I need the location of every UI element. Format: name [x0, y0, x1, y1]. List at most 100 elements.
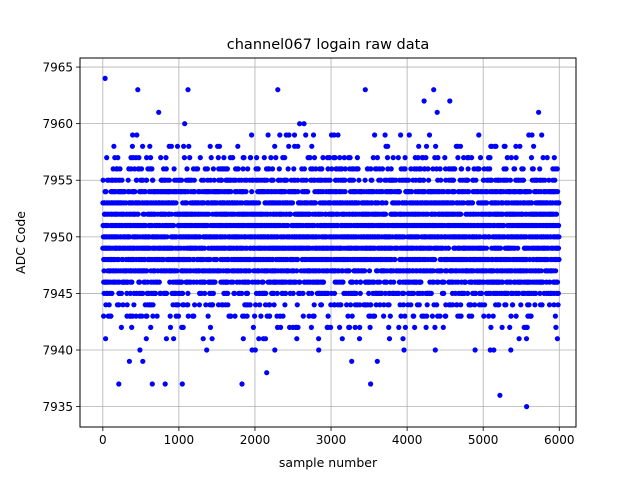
data-point: [150, 313, 156, 319]
data-point: [277, 132, 283, 138]
data-point: [175, 313, 182, 319]
x-tick-label: 6000: [544, 433, 575, 447]
data-point: [253, 302, 259, 308]
data-point: [362, 87, 368, 93]
data-point: [552, 313, 559, 319]
data-point: [385, 143, 391, 149]
y-tick-label: 7950: [42, 230, 73, 244]
data-point: [355, 166, 361, 172]
data-point: [140, 290, 146, 296]
data-point: [207, 256, 213, 263]
data-point: [416, 143, 422, 149]
data-point: [271, 302, 277, 308]
data-point: [204, 347, 210, 353]
data-point: [423, 155, 429, 161]
data-point: [353, 290, 359, 296]
data-point: [125, 177, 131, 183]
data-point: [544, 155, 550, 161]
data-point: [411, 313, 417, 319]
data-point: [290, 290, 296, 296]
data-point: [400, 336, 406, 342]
data-point: [423, 324, 429, 330]
data-point: [103, 336, 109, 342]
data-point: [465, 166, 471, 172]
data-point: [341, 155, 347, 161]
data-point: [196, 302, 202, 308]
data-point: [249, 132, 255, 138]
data-point: [197, 155, 203, 161]
data-point: [295, 256, 301, 263]
data-point: [469, 155, 475, 161]
data-point: [472, 302, 478, 308]
data-point: [553, 211, 560, 217]
data-point: [109, 290, 115, 296]
data-point: [228, 313, 234, 319]
data-point: [450, 177, 457, 183]
data-point: [291, 132, 298, 138]
data-point: [372, 313, 378, 319]
data-point: [139, 313, 145, 319]
data-point: [458, 302, 464, 308]
data-point: [100, 177, 106, 183]
data-point: [164, 290, 170, 296]
data-point: [179, 279, 185, 285]
data-point: [215, 155, 221, 161]
data-point: [526, 302, 532, 308]
data-point: [362, 177, 368, 183]
data-point: [126, 358, 132, 364]
data-point: [148, 155, 154, 161]
data-point: [211, 177, 217, 183]
data-point: [124, 302, 130, 308]
data-point: [371, 279, 377, 285]
data-point: [508, 155, 514, 161]
data-point: [138, 166, 145, 172]
data-point: [497, 392, 503, 398]
data-point: [230, 279, 236, 285]
data-point: [168, 211, 175, 217]
data-point: [556, 256, 562, 263]
data-point: [345, 313, 351, 319]
data-point: [261, 155, 267, 161]
y-tick-label: 7965: [42, 61, 73, 75]
data-point: [297, 279, 303, 285]
data-point: [192, 302, 198, 308]
data-point: [216, 143, 223, 149]
data-point: [184, 200, 190, 206]
data-point: [208, 155, 214, 161]
data-point: [438, 177, 444, 183]
data-point: [337, 155, 343, 161]
data-point: [309, 143, 315, 149]
data-point: [339, 336, 345, 342]
data-point: [133, 313, 139, 319]
x-tick-label: 4000: [392, 433, 423, 447]
data-point: [426, 177, 432, 183]
data-point: [101, 268, 107, 274]
data-point: [180, 290, 186, 296]
data-point: [458, 211, 464, 217]
data-point: [300, 313, 306, 319]
data-point: [276, 166, 282, 172]
data-point: [498, 245, 504, 251]
data-point: [352, 324, 358, 330]
data-point: [491, 347, 497, 353]
data-point: [171, 222, 177, 229]
data-point: [478, 290, 485, 296]
data-point: [554, 279, 561, 285]
data-point: [383, 211, 389, 217]
data-point: [269, 166, 276, 172]
data-point: [553, 324, 559, 330]
data-point: [239, 290, 245, 296]
data-point: [406, 177, 412, 183]
data-point: [458, 313, 464, 319]
data-point: [306, 313, 312, 319]
data-point: [267, 302, 273, 308]
data-point: [150, 177, 156, 183]
data-point: [366, 268, 373, 274]
data-point: [311, 155, 318, 161]
data-point: [344, 302, 350, 308]
data-point: [137, 279, 143, 285]
data-point: [442, 155, 448, 161]
data-point: [516, 336, 522, 342]
data-point: [527, 189, 533, 195]
data-point: [184, 166, 190, 172]
